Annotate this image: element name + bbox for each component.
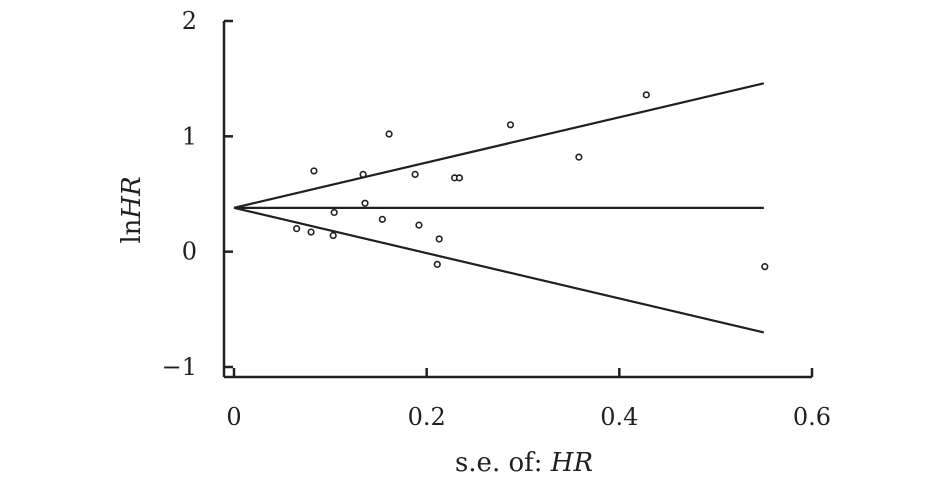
- data-point: [761, 263, 769, 271]
- data-point: [411, 170, 419, 178]
- data-point: [293, 225, 301, 233]
- y-tick-label: 2: [182, 7, 197, 35]
- data-point: [455, 174, 464, 182]
- data-point: [378, 215, 386, 223]
- ticks: −1 0 1 2 0 0.2 0.4 0.6: [162, 7, 831, 431]
- data-point: [329, 231, 337, 240]
- data-point: [575, 153, 583, 161]
- x-tick-label: 0.4: [600, 403, 638, 431]
- upper-confidence-line: [233, 82, 765, 209]
- data-point: [415, 221, 423, 229]
- data-point: [310, 167, 318, 175]
- data-point: [359, 170, 367, 178]
- funnel-lines: [233, 82, 765, 334]
- data-points: [293, 91, 769, 271]
- data-point: [435, 235, 443, 243]
- x-tick-label: 0.6: [793, 403, 831, 431]
- x-tick-label: 0.2: [408, 403, 446, 431]
- data-point: [307, 228, 315, 236]
- data-point: [433, 260, 441, 268]
- axes: [222, 21, 812, 379]
- y-tick-label: −1: [162, 353, 197, 381]
- y-tick-label: 0: [182, 238, 197, 266]
- y-tick-label: 1: [182, 122, 197, 150]
- y-axis-label: lnHR: [117, 176, 147, 243]
- data-point: [361, 199, 369, 207]
- x-tick-label: 0: [226, 403, 241, 431]
- data-point: [506, 121, 515, 129]
- lower-confidence-line: [233, 206, 765, 334]
- data-point: [385, 130, 393, 138]
- x-axis-label: s.e. of: HR: [455, 448, 593, 478]
- data-point: [330, 208, 338, 217]
- data-point: [642, 91, 650, 99]
